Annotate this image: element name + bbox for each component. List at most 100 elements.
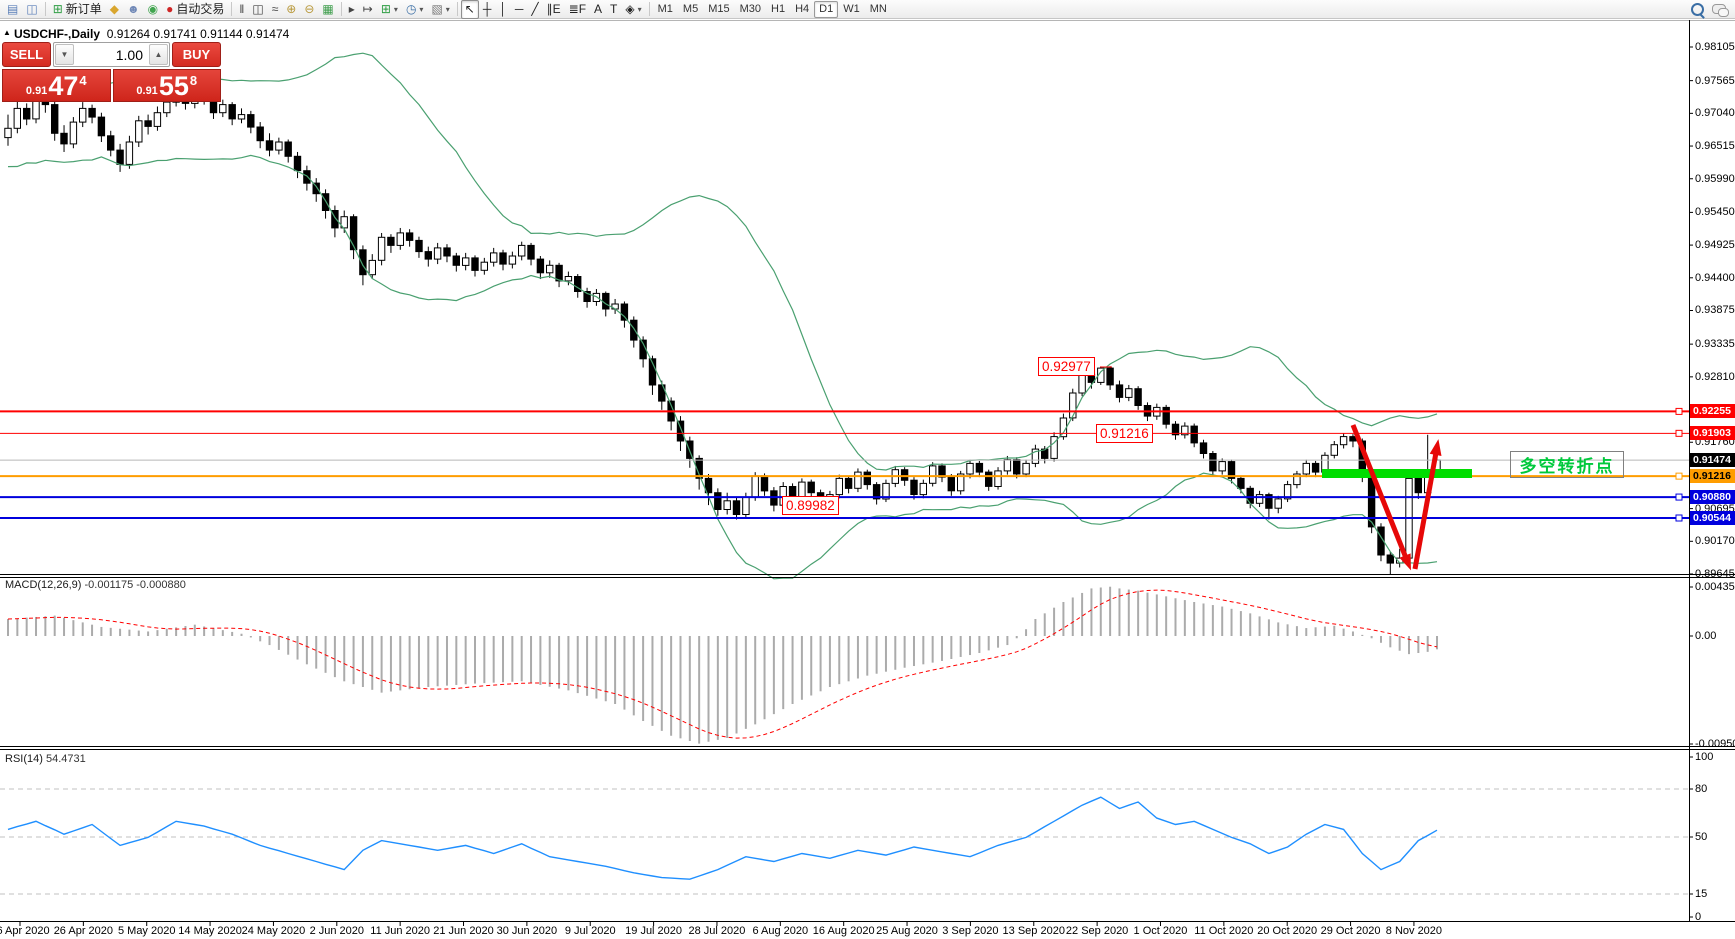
sell-button[interactable]: SELL [2, 42, 51, 67]
line-handle[interactable] [1675, 429, 1683, 437]
date-axis-label[interactable]: 28 Jul 2020 [688, 925, 746, 937]
timeframe-w1[interactable]: W1 [843, 2, 860, 15]
price-axis-tick[interactable]: 0.95450 [1695, 206, 1735, 219]
date-axis-label[interactable]: 25 Aug 2020 [876, 925, 938, 937]
timeframe-mn[interactable]: MN [869, 2, 887, 15]
date-axis-label[interactable]: 5 May 2020 [117, 925, 176, 937]
price-label-annotation[interactable]: 0.92977 [1038, 357, 1095, 376]
sell-price-display[interactable]: 0.91 47 4 [2, 69, 111, 102]
price-axis-tick[interactable]: 0.95990 [1695, 172, 1735, 185]
volume-input[interactable] [75, 43, 148, 66]
buy-button[interactable]: BUY [172, 42, 221, 67]
price-axis-tick[interactable]: 0.92810 [1695, 370, 1735, 383]
timeframe-d1[interactable]: D1 [814, 0, 839, 18]
trendline-button[interactable]: ╱ [527, 0, 542, 19]
timeframe-h1[interactable]: H1 [771, 2, 786, 15]
rsi-panel[interactable] [0, 749, 1689, 921]
support-zone-rectangle[interactable] [1322, 469, 1472, 478]
price-axis-tick[interactable]: 0.89645 [1695, 567, 1735, 580]
indicators-button[interactable]: ⊞ ▾ [377, 0, 402, 19]
auto-trading-button[interactable]: ● 自动交易 [162, 0, 228, 19]
rsi-axis-tick[interactable]: 80 [1695, 783, 1708, 795]
collapse-panel-icon[interactable]: ▲ [3, 28, 11, 37]
timeframe-h4[interactable]: H4 [795, 2, 810, 15]
fibonacci-button[interactable]: ≣F [565, 0, 590, 19]
date-axis-label[interactable]: 22 Sep 2020 [1065, 925, 1129, 937]
date-axis-label[interactable]: 1 Oct 2020 [1133, 925, 1188, 937]
price-axis-tick[interactable]: 0.97565 [1695, 74, 1735, 87]
rsi-axis-tick[interactable]: 50 [1695, 831, 1708, 843]
date-axis-label[interactable]: 29 Oct 2020 [1320, 925, 1381, 937]
timeframe-m30[interactable]: M30 [739, 2, 762, 15]
signals-button[interactable]: ◉ [144, 0, 162, 19]
buy-price-display[interactable]: 0.91 55 8 [112, 69, 221, 102]
line-handle[interactable] [1675, 514, 1683, 522]
candlestick-chart-button[interactable]: ◫ [248, 0, 267, 19]
macd-panel[interactable] [0, 580, 1689, 746]
horizontal-line-button[interactable]: ─ [511, 0, 528, 19]
line-handle[interactable] [1675, 407, 1683, 415]
date-axis-label[interactable]: 16 Aug 2020 [812, 925, 875, 937]
date-axis-label[interactable]: 8 Nov 2020 [1385, 925, 1443, 937]
new-order-button[interactable]: ⊞ 新订单 [49, 0, 106, 19]
text-label-button[interactable]: T [606, 0, 621, 19]
shapes-button[interactable]: ◈ ▾ [621, 0, 645, 19]
chat-icon[interactable] [1712, 4, 1729, 17]
date-axis-label[interactable]: 30 Jun 2020 [496, 925, 558, 937]
cursor-button[interactable]: ↖ [460, 0, 479, 19]
price-label-annotation[interactable]: 0.91216 [1096, 424, 1153, 443]
price-label-annotation[interactable]: 0.89982 [782, 496, 839, 515]
volume-up-button[interactable]: ▲ [149, 44, 168, 65]
price-axis-tick[interactable]: 0.94400 [1695, 271, 1735, 284]
date-axis-label[interactable]: 19 Jul 2020 [625, 925, 683, 937]
periods-button[interactable]: ◷ ▾ [402, 0, 428, 19]
date-axis-label[interactable]: 11 Oct 2020 [1194, 925, 1254, 937]
price-axis-tick[interactable]: 0.97040 [1695, 107, 1735, 120]
line-chart-button[interactable]: ≈ [268, 0, 283, 19]
chart-shift-button[interactable]: ↦ [359, 0, 377, 19]
crosshair-button[interactable]: ┼ [479, 0, 496, 19]
price-axis-tick[interactable]: 0.96515 [1695, 140, 1735, 153]
date-axis-label[interactable]: 26 Apr 2020 [53, 925, 114, 937]
market-watch-button[interactable]: ▤ [3, 0, 22, 19]
price-axis-tick[interactable]: 0.90170 [1695, 535, 1735, 548]
date-axis-label[interactable]: 24 May 2020 [241, 925, 306, 937]
text-annotation[interactable]: 多空转折点 [1510, 451, 1624, 478]
date-axis-label[interactable]: 6 Aug 2020 [752, 925, 809, 937]
price-axis-tick[interactable]: 0.98105 [1695, 41, 1735, 53]
date-axis-label[interactable]: 9 Jul 2020 [564, 925, 616, 937]
macd-axis-tick[interactable]: 0.00 [1695, 630, 1717, 642]
price-axis-tick[interactable]: 0.94925 [1695, 239, 1735, 252]
line-handle[interactable] [1675, 472, 1683, 480]
search-icon[interactable] [1691, 2, 1704, 16]
main-chart-area[interactable] [0, 20, 1689, 577]
price-axis-tick[interactable]: 0.93875 [1695, 304, 1735, 317]
volume-down-button[interactable]: ▼ [55, 44, 74, 65]
trend-arrow[interactable] [1412, 439, 1442, 570]
date-axis-label[interactable]: 3 Sep 2020 [942, 925, 999, 937]
date-axis-label[interactable]: 16 Apr 2020 [0, 925, 50, 937]
line-handle[interactable] [1675, 493, 1683, 501]
date-axis-label[interactable]: 20 Oct 2020 [1257, 925, 1318, 937]
timeframe-m15[interactable]: M15 [708, 2, 730, 15]
macd-axis-tick[interactable]: -0.009504 [1695, 738, 1735, 750]
text-button[interactable]: A [590, 0, 606, 19]
price-axis-tick[interactable]: 0.93335 [1695, 338, 1735, 351]
date-axis-label[interactable]: 14 May 2020 [178, 925, 242, 937]
timeframe-m5[interactable]: M5 [682, 2, 699, 15]
zoom-in-button[interactable]: ⊕ [282, 0, 300, 19]
templates-button[interactable]: ▧ ▾ [427, 0, 453, 19]
date-axis-label[interactable]: 11 Jun 2020 [370, 925, 431, 937]
trend-arrow[interactable] [1350, 424, 1411, 571]
tile-windows-button[interactable]: ▦ [318, 0, 337, 19]
expert-advisors-button[interactable]: ◆ [106, 0, 123, 19]
date-axis-label[interactable]: 21 Jun 2020 [433, 925, 494, 937]
bar-chart-button[interactable]: ‖ [235, 0, 248, 19]
rsi-axis-tick[interactable]: 100 [1695, 751, 1714, 763]
auto-scroll-button[interactable]: ▸ [345, 0, 359, 19]
zoom-out-button[interactable]: ⊖ [300, 0, 318, 19]
date-axis-label[interactable]: 13 Sep 2020 [1002, 925, 1065, 937]
date-axis-label[interactable]: 2 Jun 2020 [309, 925, 365, 937]
rsi-axis-tick[interactable]: 15 [1695, 888, 1708, 900]
